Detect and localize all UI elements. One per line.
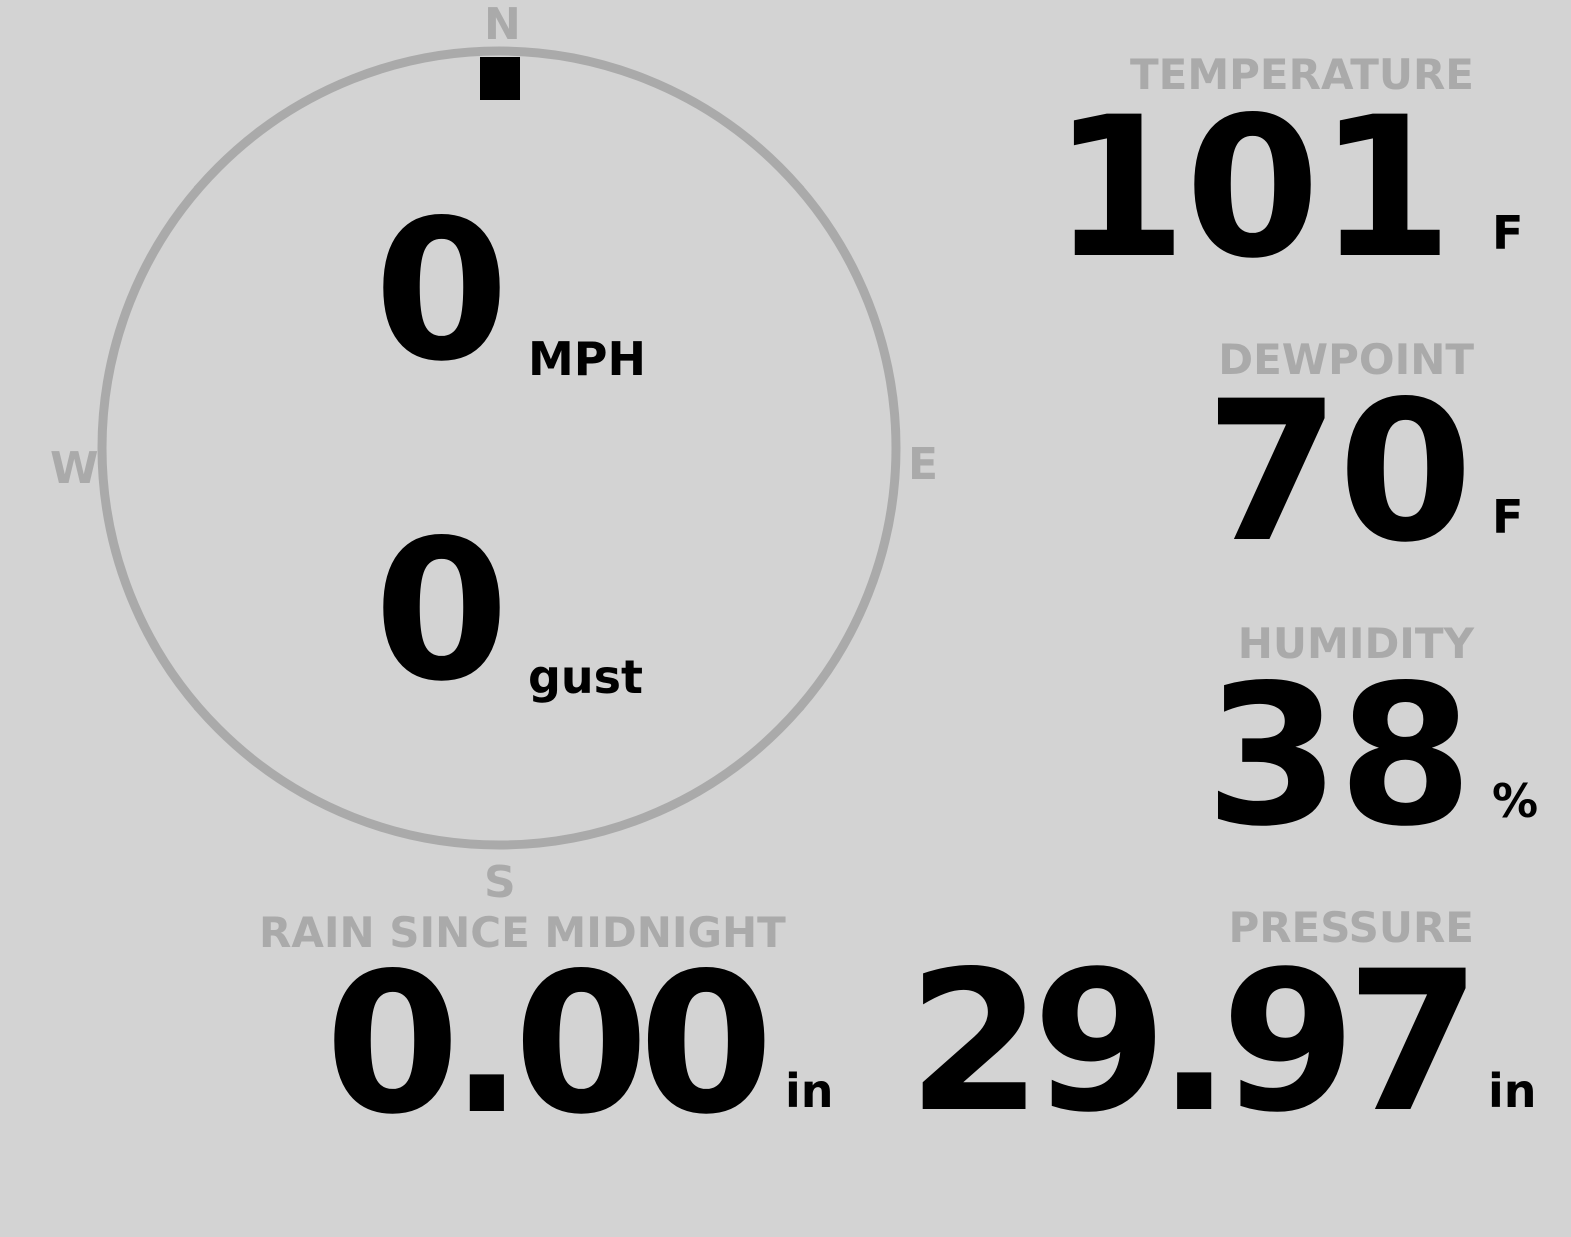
wind-gust-value: 0: [374, 498, 509, 724]
rain-label: RAIN SINCE MIDNIGHT: [259, 908, 786, 957]
dewpoint-unit: F: [1492, 490, 1524, 544]
dewpoint-value: 70: [1205, 359, 1473, 585]
wind-gust-unit: gust: [528, 650, 644, 704]
compass-west-label: W: [50, 443, 99, 494]
wind-compass: [97, 46, 901, 850]
humidity-value: 38: [1205, 643, 1473, 869]
humidity-label: HUMIDITY: [1237, 619, 1474, 668]
temperature-value: 101: [1052, 75, 1453, 301]
pressure-unit: in: [1488, 1064, 1537, 1118]
compass-ring: [97, 46, 901, 850]
pressure-label: PRESSURE: [1228, 903, 1474, 952]
wind-speed-unit: MPH: [528, 332, 646, 386]
wind-speed-value: 0: [374, 178, 509, 404]
wind-direction-marker: [480, 57, 520, 100]
pressure-value: 29.97: [907, 929, 1481, 1155]
humidity-unit: %: [1492, 774, 1539, 828]
compass-east-label: E: [908, 439, 939, 490]
temperature-unit: F: [1492, 206, 1524, 260]
compass-ticks: [193, 164, 805, 732]
dewpoint-label: DEWPOINT: [1218, 335, 1474, 384]
compass-south-label: S: [484, 857, 516, 908]
rain-unit: in: [785, 1064, 834, 1118]
compass-north-label: N: [484, 0, 521, 50]
rain-value: 0.00: [325, 931, 774, 1157]
temperature-label: TEMPERATURE: [1130, 50, 1474, 99]
